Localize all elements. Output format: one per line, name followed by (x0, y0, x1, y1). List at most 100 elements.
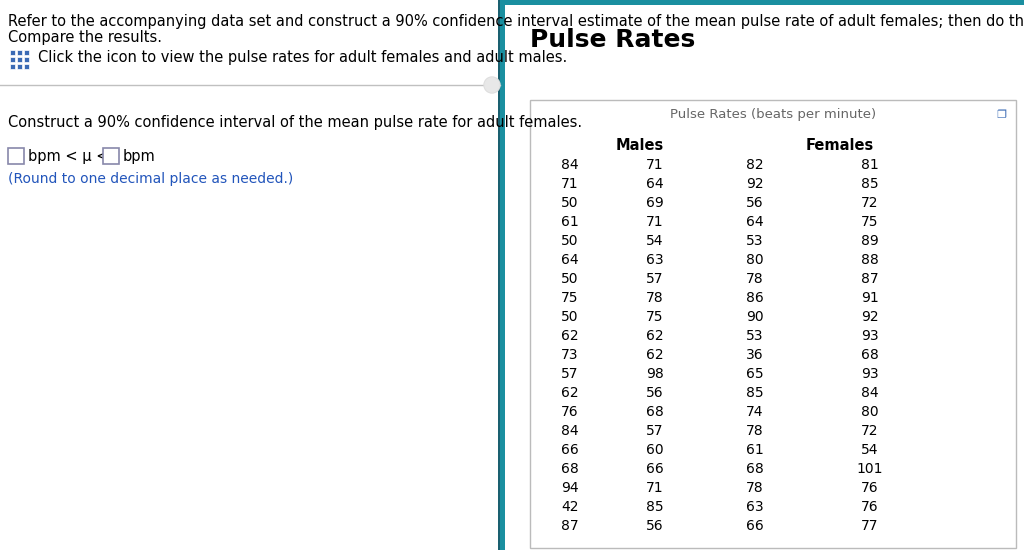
Bar (10, 64, 15, 69)
Text: Refer to the accompanying data set and construct a 90% confidence interval estim: Refer to the accompanying data set and c… (8, 14, 1024, 29)
Text: 56: 56 (646, 386, 664, 400)
Text: 76: 76 (861, 481, 879, 495)
Text: 61: 61 (746, 443, 764, 457)
Text: 78: 78 (746, 272, 764, 286)
Text: 98: 98 (646, 367, 664, 381)
Text: 57: 57 (561, 367, 579, 381)
Bar (103, 148, 119, 164)
Bar (530, 100, 1016, 548)
Text: 66: 66 (746, 519, 764, 533)
Text: 50: 50 (561, 196, 579, 210)
Text: 84: 84 (561, 424, 579, 438)
Text: 57: 57 (646, 424, 664, 438)
Bar (17, 57, 22, 62)
Text: 80: 80 (746, 253, 764, 267)
Text: 56: 56 (746, 196, 764, 210)
Text: 86: 86 (746, 291, 764, 305)
Text: 63: 63 (746, 500, 764, 514)
Text: 87: 87 (561, 519, 579, 533)
Text: 75: 75 (561, 291, 579, 305)
Text: 54: 54 (861, 443, 879, 457)
Bar (505, 5, 1024, 550)
Text: 62: 62 (646, 348, 664, 362)
Text: 73: 73 (561, 348, 579, 362)
Bar (10, 57, 15, 62)
Circle shape (484, 77, 500, 93)
Text: 64: 64 (746, 215, 764, 229)
Text: 68: 68 (561, 462, 579, 476)
Text: 68: 68 (861, 348, 879, 362)
Bar (500, 0, 505, 550)
Text: 91: 91 (861, 291, 879, 305)
Text: bpm: bpm (123, 149, 156, 164)
Text: 56: 56 (646, 519, 664, 533)
Text: 75: 75 (861, 215, 879, 229)
Text: 78: 78 (746, 424, 764, 438)
Text: 75: 75 (646, 310, 664, 324)
Text: 36: 36 (746, 348, 764, 362)
Text: Click the icon to view the pulse rates for adult females and adult males.: Click the icon to view the pulse rates f… (38, 50, 567, 65)
Bar (17, 64, 22, 69)
Text: 80: 80 (861, 405, 879, 419)
Text: Males: Males (615, 138, 665, 153)
Text: 92: 92 (746, 177, 764, 191)
Text: 74: 74 (746, 405, 764, 419)
Text: 92: 92 (861, 310, 879, 324)
Text: 85: 85 (746, 386, 764, 400)
Text: 81: 81 (861, 158, 879, 172)
Text: 66: 66 (561, 443, 579, 457)
Bar (498, 0, 500, 550)
Bar (24, 50, 29, 55)
Text: 60: 60 (646, 443, 664, 457)
Text: 101: 101 (857, 462, 884, 476)
Bar (8, 148, 24, 164)
Text: 63: 63 (646, 253, 664, 267)
Text: 57: 57 (646, 272, 664, 286)
Text: Females: Females (806, 138, 874, 153)
Text: 76: 76 (561, 405, 579, 419)
Text: 64: 64 (646, 177, 664, 191)
Text: 50: 50 (561, 272, 579, 286)
Text: 62: 62 (646, 329, 664, 343)
Text: 71: 71 (646, 481, 664, 495)
Text: Compare the results.: Compare the results. (8, 30, 162, 45)
Text: 90: 90 (746, 310, 764, 324)
Text: 94: 94 (561, 481, 579, 495)
Text: 50: 50 (561, 310, 579, 324)
Text: 71: 71 (646, 158, 664, 172)
Text: 53: 53 (746, 329, 764, 343)
Text: 62: 62 (561, 329, 579, 343)
Text: 88: 88 (861, 253, 879, 267)
Text: 69: 69 (646, 196, 664, 210)
Text: 76: 76 (861, 500, 879, 514)
Text: 85: 85 (861, 177, 879, 191)
Text: 77: 77 (861, 519, 879, 533)
Text: 71: 71 (561, 177, 579, 191)
Circle shape (485, 78, 499, 92)
Bar (24, 57, 29, 62)
Bar (500, 0, 1024, 5)
Text: 84: 84 (561, 158, 579, 172)
Text: 87: 87 (861, 272, 879, 286)
Text: (Round to one decimal place as needed.): (Round to one decimal place as needed.) (8, 172, 293, 186)
Text: 93: 93 (861, 329, 879, 343)
Text: bpm < μ <: bpm < μ < (28, 149, 113, 164)
Bar (24, 64, 29, 69)
Text: 71: 71 (646, 215, 664, 229)
Text: Pulse Rates: Pulse Rates (530, 28, 695, 52)
Text: 78: 78 (746, 481, 764, 495)
Text: 42: 42 (561, 500, 579, 514)
Text: 65: 65 (746, 367, 764, 381)
Text: 84: 84 (861, 386, 879, 400)
Text: 72: 72 (861, 424, 879, 438)
Text: ❐: ❐ (996, 110, 1006, 120)
Text: 72: 72 (861, 196, 879, 210)
Text: 64: 64 (561, 253, 579, 267)
Text: 54: 54 (646, 234, 664, 248)
Text: 66: 66 (646, 462, 664, 476)
Text: 93: 93 (861, 367, 879, 381)
Text: 50: 50 (561, 234, 579, 248)
Text: 89: 89 (861, 234, 879, 248)
Text: 82: 82 (746, 158, 764, 172)
Bar (17, 50, 22, 55)
